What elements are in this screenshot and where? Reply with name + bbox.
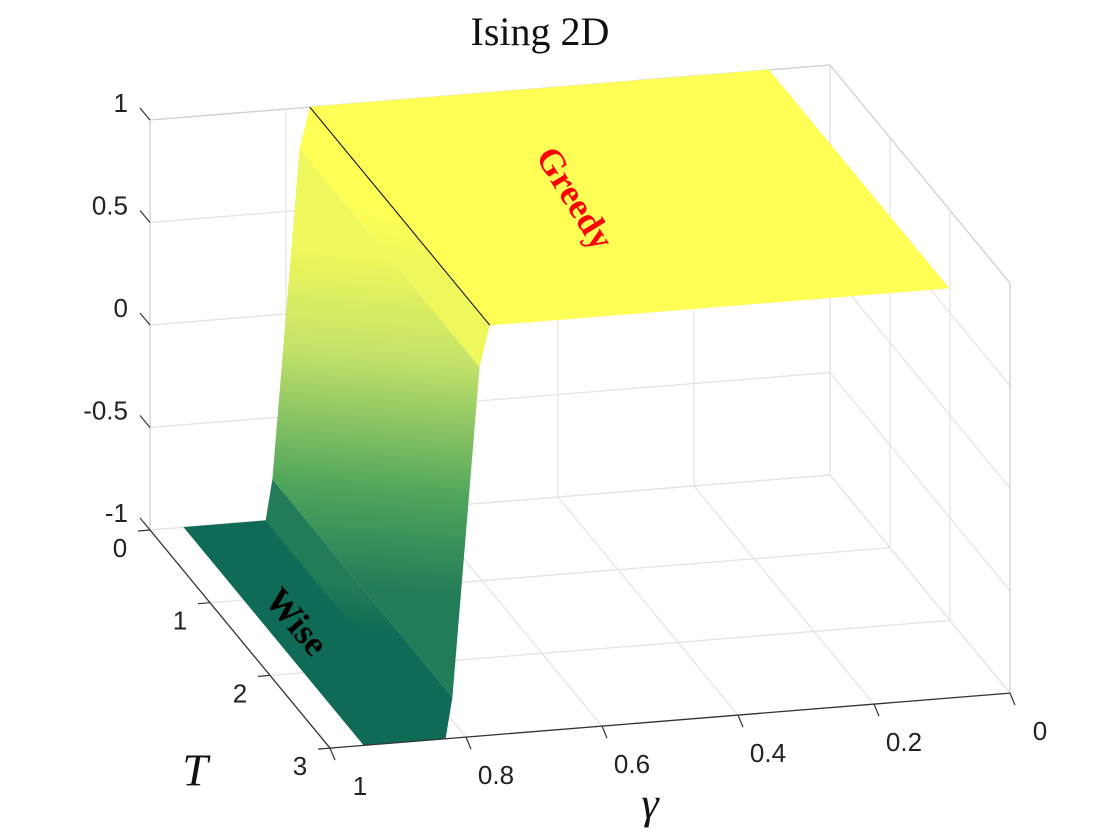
x-tick-label: 0.8 [478,760,514,790]
z-tick-label: 1 [114,88,128,118]
surface-patch [272,148,480,698]
z-tick [139,517,151,531]
y-tick-label: 1 [173,606,187,636]
x-tick-label: 0.2 [886,727,922,757]
x-tick [737,714,744,728]
z-tick [139,415,151,428]
x-tick-label: 1 [353,771,367,801]
surface-patch [265,479,453,739]
z-tick-label: 0.5 [92,190,128,220]
box-edge [829,64,1011,284]
z-tick [139,107,151,121]
x-tick [601,725,608,739]
y-tick-label: 0 [113,533,127,563]
y-axis-line [149,529,331,749]
x-tick-label: 0 [1033,716,1047,746]
grid-line [829,474,1011,694]
grid-line [829,269,1011,489]
x-axis-line [329,692,1011,749]
y-tick [197,602,211,605]
grid-line [829,372,1011,591]
y-tick [137,529,151,532]
x-tick-label: 0.6 [614,749,650,779]
y-tick [257,674,271,677]
x-tick [1009,692,1016,706]
x-tick-label: 0.4 [750,738,786,768]
z-tick-label: -0.5 [83,395,128,425]
surface-patch [299,107,490,367]
y-tick-label: 3 [293,751,307,781]
x-tick [465,736,472,750]
chart-title: Ising 2D [471,9,610,54]
y-axis-label: T [182,745,211,796]
x-tick [329,747,336,761]
surface-edge [309,106,491,326]
y-tick-label: 2 [233,678,247,708]
z-tick-label: 0 [114,293,128,323]
grid-line [557,496,739,716]
grid-line [693,485,875,705]
grid-line [149,371,831,429]
x-axis-label: γ [641,779,660,828]
z-tick [139,210,151,223]
z-tick [139,312,151,326]
x-tick [873,703,880,717]
z-tick-label: -1 [105,498,128,528]
y-tick [317,747,331,750]
